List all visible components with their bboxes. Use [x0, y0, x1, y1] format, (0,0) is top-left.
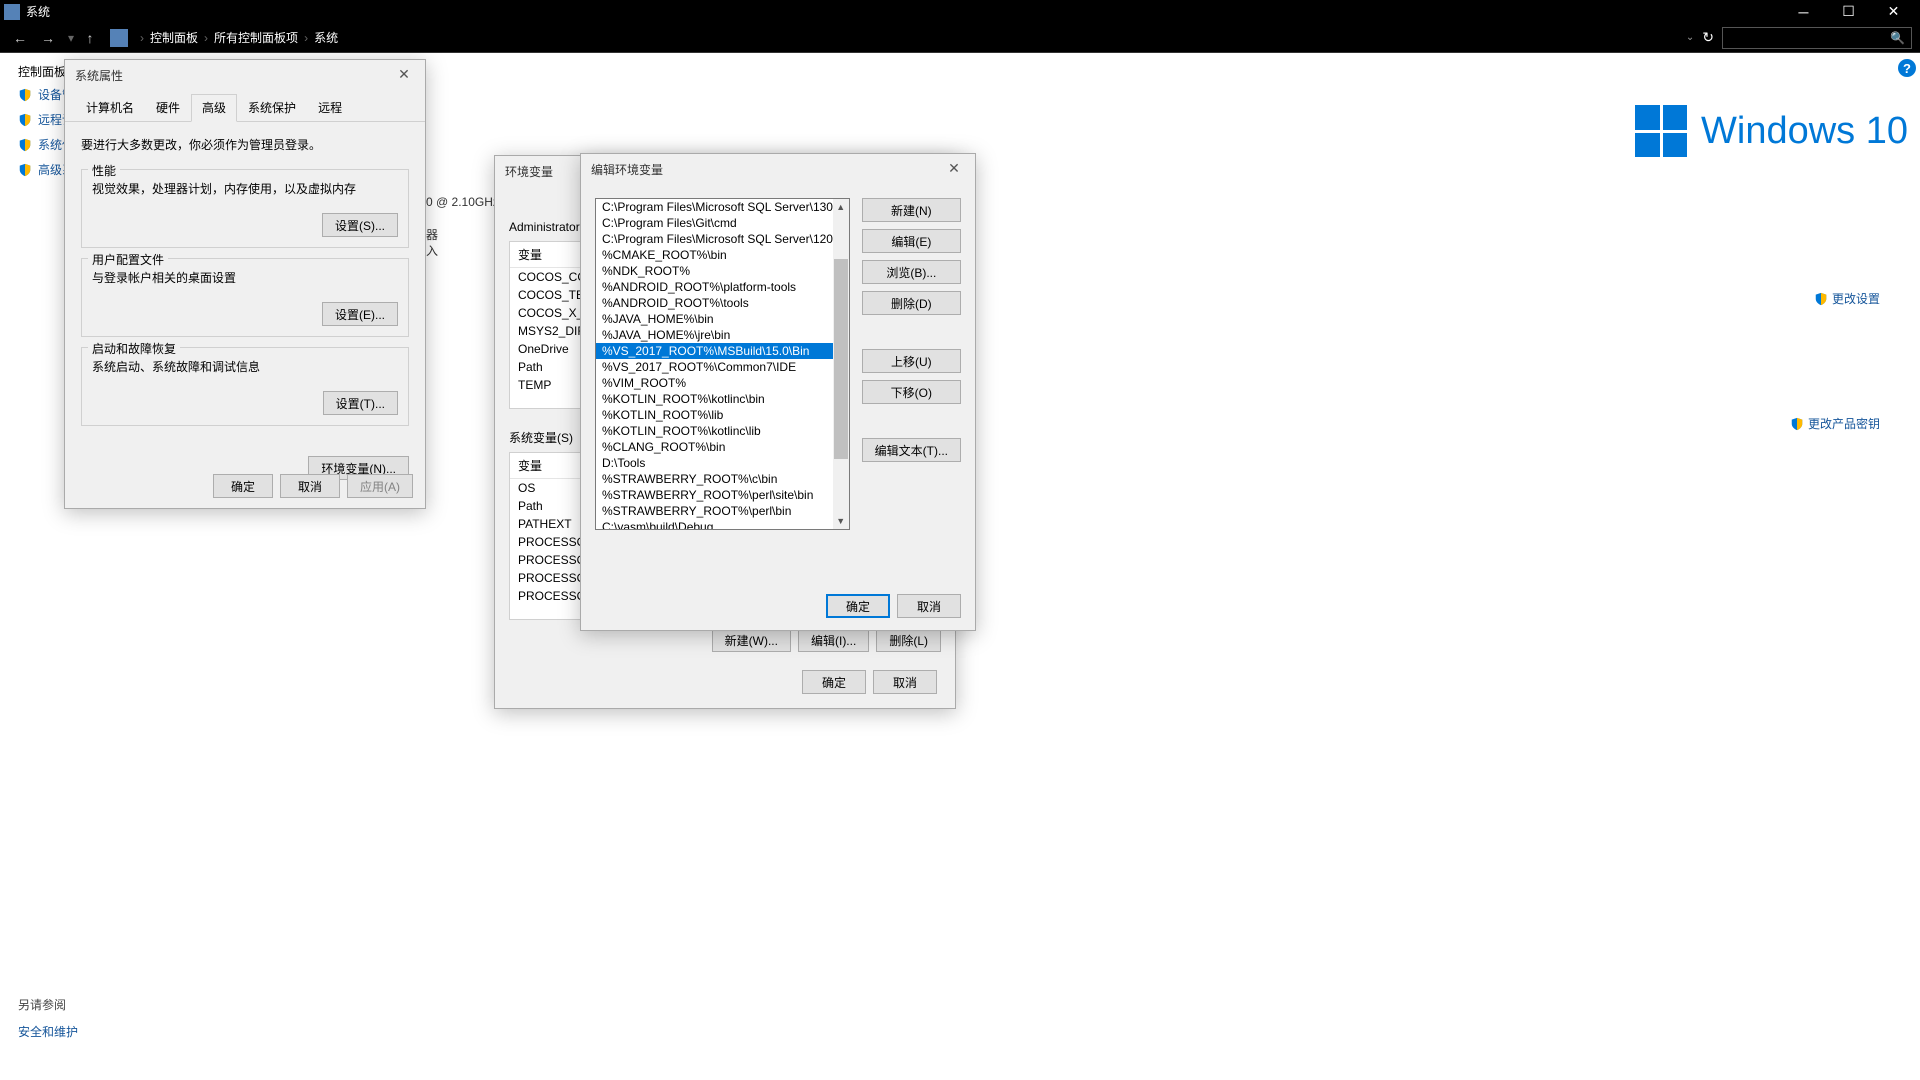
startup-settings-button[interactable]: 设置(T)... — [323, 391, 398, 415]
perf-settings-button[interactable]: 设置(S)... — [322, 213, 398, 237]
breadcrumb[interactable]: › 控制面板 › 所有控制面板项 › 系统 — [110, 29, 1686, 47]
dialog-title: 编辑环境变量 — [581, 154, 975, 184]
security-maintenance-link[interactable]: 安全和维护 — [18, 1023, 78, 1040]
window-title: 系统 — [26, 3, 1781, 20]
admin-note: 要进行大多数更改，你必须作为管理员登录。 — [81, 136, 409, 153]
close-button[interactable]: ✕ — [1871, 0, 1916, 23]
delete-button[interactable]: 删除(L) — [876, 628, 941, 652]
performance-group: 性能 视觉效果，处理器计划，内存使用，以及虚拟内存 设置(S)... — [81, 169, 409, 248]
scroll-thumb[interactable] — [834, 259, 848, 459]
shield-icon — [18, 88, 32, 102]
see-also: 另请参阅 安全和维护 — [18, 996, 78, 1040]
path-item[interactable]: C:\Program Files\Git\cmd — [596, 215, 833, 231]
path-item[interactable]: %STRAWBERRY_ROOT%\perl\bin — [596, 503, 833, 519]
path-item[interactable]: %VIM_ROOT% — [596, 375, 833, 391]
shield-icon — [18, 113, 32, 127]
path-item[interactable]: %STRAWBERRY_ROOT%\perl\site\bin — [596, 487, 833, 503]
close-icon[interactable]: ✕ — [939, 156, 969, 180]
cancel-button[interactable]: 取消 — [897, 594, 961, 618]
shield-icon — [18, 138, 32, 152]
edit-text-button[interactable]: 编辑文本(T)... — [862, 438, 961, 462]
path-item[interactable]: D:\Tools — [596, 455, 833, 471]
edit-button[interactable]: 编辑(I)... — [798, 628, 869, 652]
scroll-down-arrow[interactable]: ▼ — [833, 513, 849, 529]
windows-logo-icon — [1635, 105, 1687, 157]
new-button[interactable]: 新建(W)... — [712, 628, 791, 652]
change-product-key-link[interactable]: 更改产品密钥 — [1790, 415, 1880, 432]
behind-cpu-text: 0 @ 2.10GHz — [426, 195, 499, 209]
edit-button[interactable]: 编辑(E) — [862, 229, 961, 253]
scrollbar[interactable]: ▲ ▼ — [833, 199, 849, 529]
path-item[interactable]: C:\yasm\build\Debug — [596, 519, 833, 530]
path-item[interactable]: C:\Program Files\Microsoft SQL Server\12… — [596, 231, 833, 247]
maximize-button[interactable]: ☐ — [1826, 0, 1871, 23]
change-settings-link[interactable]: 更改设置 — [1814, 290, 1880, 307]
path-item[interactable]: %STRAWBERRY_ROOT%\c\bin — [596, 471, 833, 487]
shield-icon — [18, 163, 32, 177]
windows-logo: Windows 10 — [1635, 105, 1908, 157]
behind-input-text: 入 — [426, 242, 438, 259]
tab-hardware[interactable]: 硬件 — [145, 94, 191, 121]
tab-protection[interactable]: 系统保护 — [237, 94, 307, 121]
scroll-up-arrow[interactable]: ▲ — [833, 199, 849, 215]
path-item[interactable]: C:\Program Files\Microsoft SQL Server\13… — [596, 199, 833, 215]
path-item[interactable]: %ANDROID_ROOT%\platform-tools — [596, 279, 833, 295]
cancel-button[interactable]: 取消 — [873, 670, 937, 694]
delete-button[interactable]: 删除(D) — [862, 291, 961, 315]
nav-separator: ▾ — [68, 31, 74, 45]
cancel-button[interactable]: 取消 — [280, 474, 340, 498]
path-item[interactable]: %NDK_ROOT% — [596, 263, 833, 279]
path-item[interactable]: %ANDROID_ROOT%\tools — [596, 295, 833, 311]
help-icon[interactable]: ? — [1898, 59, 1916, 77]
close-icon[interactable]: ✕ — [389, 62, 419, 86]
system-properties-dialog: 系统属性 ✕ 计算机名 硬件 高级 系统保护 远程 要进行大多数更改，你必须作为… — [64, 59, 426, 509]
apply-button[interactable]: 应用(A) — [347, 474, 413, 498]
app-icon — [4, 4, 20, 20]
behind-proc-text: 器 — [426, 226, 438, 243]
up-button[interactable]: ↑ — [78, 26, 102, 50]
ok-button[interactable]: 确定 — [826, 594, 890, 618]
startup-group: 启动和故障恢复 系统启动、系统故障和调试信息 设置(T)... — [81, 347, 409, 426]
browse-button[interactable]: 浏览(B)... — [862, 260, 961, 284]
search-input[interactable]: 🔍 — [1722, 27, 1912, 49]
path-item[interactable]: %JAVA_HOME%\jre\bin — [596, 327, 833, 343]
minimize-button[interactable]: ─ — [1781, 0, 1826, 23]
new-button[interactable]: 新建(N) — [862, 198, 961, 222]
path-item[interactable]: %VS_2017_ROOT%\Common7\IDE — [596, 359, 833, 375]
tabs: 计算机名 硬件 高级 系统保护 远程 — [65, 90, 425, 122]
path-item[interactable]: %VS_2017_ROOT%\MSBuild\15.0\Bin — [596, 343, 833, 359]
shield-icon — [1790, 417, 1804, 431]
path-list[interactable]: C:\Program Files\Microsoft SQL Server\13… — [595, 198, 850, 530]
tab-advanced[interactable]: 高级 — [191, 94, 237, 122]
edit-env-dialog: 编辑环境变量 ✕ C:\Program Files\Microsoft SQL … — [580, 153, 976, 631]
breadcrumb-item[interactable]: 系统 — [314, 29, 338, 46]
breadcrumb-icon — [110, 29, 128, 47]
path-item[interactable]: %KOTLIN_ROOT%\kotlinc\bin — [596, 391, 833, 407]
forward-button[interactable]: → — [36, 26, 60, 50]
user-settings-button[interactable]: 设置(E)... — [322, 302, 398, 326]
see-also-label: 另请参阅 — [18, 996, 78, 1013]
back-button[interactable]: ← — [8, 26, 32, 50]
breadcrumb-item[interactable]: 控制面板 — [150, 29, 198, 46]
down-button[interactable]: 下移(O) — [862, 380, 961, 404]
path-item[interactable]: %KOTLIN_ROOT%\kotlinc\lib — [596, 423, 833, 439]
refresh-button[interactable]: ↻ — [1702, 29, 1714, 46]
path-item[interactable]: %CLANG_ROOT%\bin — [596, 439, 833, 455]
ok-button[interactable]: 确定 — [213, 474, 273, 498]
path-item[interactable]: %KOTLIN_ROOT%\lib — [596, 407, 833, 423]
tab-computer-name[interactable]: 计算机名 — [75, 94, 145, 121]
up-button[interactable]: 上移(U) — [862, 349, 961, 373]
shield-icon — [1814, 292, 1828, 306]
breadcrumb-dropdown[interactable]: ⌄ — [1686, 32, 1694, 43]
main-content: ? 控制面板主 设备管理器 远程设置 系统保护 高级系统设 另请参阅 安全和维护… — [0, 53, 1920, 1080]
path-item[interactable]: %JAVA_HOME%\bin — [596, 311, 833, 327]
path-item[interactable]: %CMAKE_ROOT%\bin — [596, 247, 833, 263]
breadcrumb-item[interactable]: 所有控制面板项 — [214, 29, 298, 46]
dialog-title: 系统属性 — [65, 60, 425, 90]
window-titlebar: 系统 ─ ☐ ✕ — [0, 0, 1920, 23]
user-profile-group: 用户配置文件 与登录帐户相关的桌面设置 设置(E)... — [81, 258, 409, 337]
nav-bar: ← → ▾ ↑ › 控制面板 › 所有控制面板项 › 系统 ⌄ ↻ 🔍 — [0, 23, 1920, 53]
tab-remote[interactable]: 远程 — [307, 94, 353, 121]
ok-button[interactable]: 确定 — [802, 670, 866, 694]
